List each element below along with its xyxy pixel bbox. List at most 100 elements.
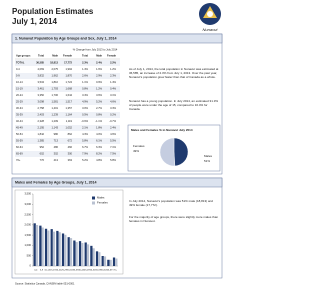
paragraph: In July 2014, Nunavut's population was 5… [129, 199, 213, 207]
row-band [15, 99, 120, 105]
source: Source: Statistics Canada, CANSIM table … [15, 282, 75, 286]
cell: 1,581 [52, 100, 59, 104]
section-title: Males and Females by Age Groups, July 1,… [15, 180, 97, 184]
cell: 0.8% [96, 113, 103, 117]
cell: -1.1% [95, 119, 102, 123]
cell: 2.9% [96, 74, 103, 78]
logo [199, 3, 221, 25]
cell: 2,328 [38, 119, 45, 123]
cell: 952 [40, 145, 45, 149]
cell: TOTAL [16, 61, 25, 65]
cell: 50-54 [16, 132, 23, 136]
bar [115, 258, 118, 266]
bar [107, 259, 110, 266]
cell: 4.6% [110, 100, 117, 104]
cell: 1.8% [96, 126, 103, 130]
cell: 466 [68, 145, 73, 149]
x-tick-label: 45-49 [84, 270, 90, 272]
cell: 1,810 [52, 80, 59, 84]
cell: 4.0% [96, 132, 103, 136]
cell: 3.1% [110, 93, 117, 97]
cell: 1,870 [66, 74, 73, 78]
cell: 1,668 [66, 87, 73, 91]
cell: 1,119 [66, 119, 73, 123]
x-tick-label: 65-69 [107, 270, 113, 272]
x-tick-label: 35-39 [73, 270, 79, 272]
cell: 7.5% [110, 152, 117, 156]
x-tick-label: 60-64 [101, 270, 107, 272]
section-header [11, 177, 223, 188]
row-band [15, 138, 120, 144]
bar [52, 231, 56, 266]
cell: 3.6% [96, 93, 103, 97]
column-header: Age groups [16, 54, 31, 58]
cell: 1,724 [66, 80, 73, 84]
bar [61, 233, 65, 266]
bar [56, 230, 59, 266]
cell: 40-44 [16, 119, 23, 123]
y-tick-label: 0 [30, 264, 32, 268]
cell: 1,143 [52, 126, 59, 130]
cell: 1,239 [52, 113, 59, 117]
x-tick-label: 50-54 [90, 270, 96, 272]
row-band [15, 112, 120, 118]
cell: 5-9 [16, 74, 20, 78]
row-band [15, 73, 120, 79]
cell: 1.4% [82, 67, 89, 71]
bar [69, 238, 73, 266]
cell: 6.1% [96, 139, 103, 143]
cell: 2,075 [52, 67, 59, 71]
x-tick-label: 70+ [113, 270, 117, 272]
cell: -0.9% [81, 119, 88, 123]
cell: 2.4% [96, 61, 103, 65]
cell: 0.4% [110, 87, 117, 91]
cell: 2,403 [38, 113, 45, 117]
x-tick-label: 10-14 [44, 270, 50, 272]
title: Population Estimates [12, 7, 94, 16]
x-tick-label: 20-24 [56, 270, 62, 272]
cell: -0.7% [109, 119, 116, 123]
cell: 7.9% [82, 152, 89, 156]
cell: 1,385 [38, 139, 45, 143]
bar [35, 224, 39, 266]
cell: 713 [54, 139, 59, 143]
bar [103, 256, 107, 266]
bar [58, 232, 61, 266]
cell: 0.5% [82, 113, 89, 117]
cell: 70+ [16, 158, 21, 162]
cell: 1.2% [110, 67, 117, 71]
cell: 2,195 [38, 126, 45, 130]
cell: 0-4 [16, 67, 20, 71]
cell: 1,644 [66, 93, 73, 97]
cell: 6.3% [96, 145, 103, 149]
y-tick-label: 2,000 [25, 223, 32, 227]
cell: 1,793 [52, 87, 59, 91]
cell: 35-39 [16, 113, 23, 117]
y-tick-label: 1,000 [25, 243, 32, 247]
y-tick-label: 500 [27, 253, 32, 257]
cell: 0.9% [96, 80, 103, 84]
bar [81, 242, 84, 266]
bar [73, 240, 76, 266]
x-tick-label: 40-44 [78, 270, 84, 272]
bar [44, 228, 48, 266]
pie-category: Males [204, 154, 213, 158]
cell: 4,069 [38, 67, 45, 71]
x-tick-label: 0-4 [34, 270, 38, 272]
cell: 1.2% [96, 87, 103, 91]
document: Population Estimates July 1, 2014 Nunavu… [11, 3, 223, 286]
cell: 672 [68, 139, 73, 143]
bar [41, 227, 44, 266]
cell: 363 [68, 158, 73, 162]
bar [84, 242, 87, 266]
row-band [15, 151, 120, 157]
cell: 2.6% [82, 74, 89, 78]
cell: 15-19 [16, 87, 23, 91]
cell: 1,842 [38, 132, 45, 136]
cell: 1,052 [66, 126, 73, 130]
bar [78, 241, 82, 266]
cell: 4.9% [82, 100, 89, 104]
cell: 20-24 [16, 93, 23, 97]
cell: 17,772 [64, 61, 72, 65]
y-tick-label: 2,500 [25, 212, 32, 216]
